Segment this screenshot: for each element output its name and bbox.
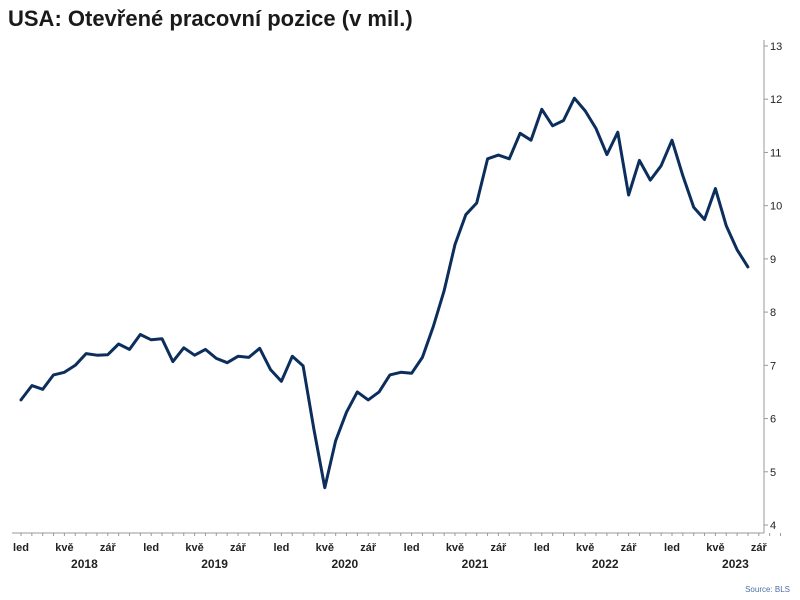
x-tick-label: led — [13, 542, 29, 554]
x-year-label: 2023 — [722, 557, 749, 571]
x-tick-label: zář — [230, 542, 247, 554]
y-tick-label: 11 — [770, 147, 781, 159]
source-note: Source: BLS — [745, 585, 790, 594]
x-tick-label: led — [534, 542, 550, 554]
x-tick-label: led — [273, 542, 289, 554]
y-tick-label: 12 — [770, 94, 782, 106]
y-tick-label: 5 — [770, 467, 776, 479]
x-year-label: 2018 — [71, 557, 98, 571]
y-tick-label: 9 — [770, 254, 776, 266]
x-tick-label: zář — [490, 542, 507, 554]
x-tick-label: kvě — [316, 542, 334, 554]
y-tick-label: 8 — [770, 307, 776, 319]
x-tick-label: kvě — [446, 542, 464, 554]
y-tick-label: 7 — [770, 360, 776, 372]
y-tick-label: 13 — [770, 41, 782, 53]
series-line — [19, 96, 750, 490]
x-year-label: 2022 — [592, 557, 619, 571]
x-tick-label: zář — [751, 542, 768, 554]
x-tick-label: zář — [100, 542, 117, 554]
x-tick-label: kvě — [576, 542, 594, 554]
x-tick-label: kvě — [55, 542, 73, 554]
x-tick-label: zář — [360, 542, 377, 554]
x-tick-label: zář — [621, 542, 638, 554]
y-tick-label: 6 — [770, 414, 776, 426]
x-year-label: 2020 — [331, 557, 358, 571]
x-tick-label: kvě — [185, 542, 203, 554]
x-tick-label: led — [664, 542, 680, 554]
y-tick-label: 4 — [770, 520, 776, 532]
x-tick-label: led — [404, 542, 420, 554]
chart-title: USA: Otevřené pracovní pozice (v mil.) — [8, 6, 413, 31]
x-tick-label: led — [143, 542, 159, 554]
x-tick-label: kvě — [706, 542, 724, 554]
x-year-label: 2019 — [201, 557, 228, 571]
x-year-label: 2021 — [462, 557, 489, 571]
y-tick-label: 10 — [770, 201, 782, 213]
